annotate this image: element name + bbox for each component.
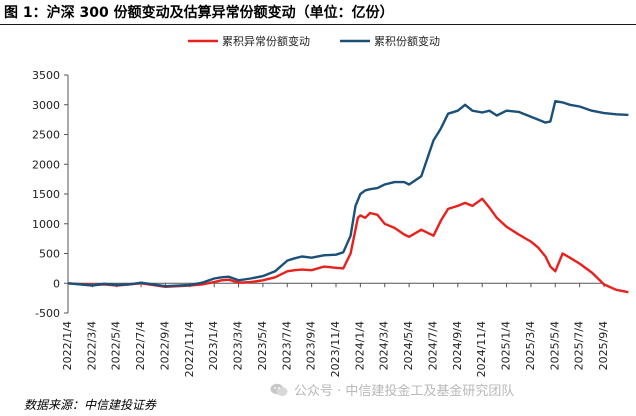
x-tick-label: 2023/7/4 <box>280 321 293 370</box>
chart-legend: 累积异常份额变动 累积份额变动 <box>188 34 440 48</box>
x-tick-label: 2024/1/4 <box>353 321 366 370</box>
x-tick-label: 2025/7/4 <box>573 321 586 370</box>
x-tick-label: 2025/3/4 <box>524 321 537 370</box>
legend-label-1: 累积异常份额变动 <box>222 34 310 48</box>
y-tick-label: -500 <box>35 307 60 320</box>
x-tick-label: 2022/11/4 <box>183 321 196 377</box>
y-tick-label: 2500 <box>32 129 60 142</box>
x-tick-label: 2023/1/4 <box>207 321 220 370</box>
watermark-text: 公众号 · 中信建投金工及基金研究团队 <box>294 384 515 399</box>
x-tick-label: 2025/5/4 <box>548 321 561 370</box>
series-line-1 <box>67 197 629 294</box>
wechat-icon <box>270 383 288 396</box>
x-tick-label: 2022/9/4 <box>158 321 171 370</box>
title-divider <box>0 24 636 25</box>
x-tick-label: 2022/7/4 <box>134 321 147 370</box>
x-tick-label: 2022/5/4 <box>110 321 123 370</box>
x-tick-label: 2022/1/4 <box>61 321 74 370</box>
watermark: 公众号 · 中信建投金工及基金研究团队 <box>270 380 514 399</box>
figure-title: 图 1：沪深 300 份额变动及估算异常份额变动（单位：亿份） <box>4 5 394 21</box>
legend-label-2: 累积份额变动 <box>374 34 440 48</box>
x-tick-label: 2023/11/4 <box>329 321 342 377</box>
plot-area <box>67 100 629 294</box>
y-tick-label: 0 <box>53 277 60 290</box>
line-chart: 累积异常份额变动 累积份额变动 -500 0 500 1000 1500 2000 2500 3… <box>32 34 629 377</box>
x-tick-label: 2024/5/4 <box>402 321 415 370</box>
y-tick-label: 1000 <box>32 218 60 231</box>
x-axis: 2022/1/4 2022/3/4 2022/5/4 2022/7/4 2022/9/4… <box>61 282 610 377</box>
x-tick-label: 2025/9/4 <box>597 321 610 370</box>
y-tick-label: 1500 <box>32 188 60 201</box>
x-tick-label: 2024/11/4 <box>475 321 488 377</box>
y-tick-label: 2000 <box>32 158 60 171</box>
x-tick-label: 2024/9/4 <box>451 321 464 370</box>
data-source: 数据来源：中信建投证券 <box>24 398 157 412</box>
x-tick-label: 2024/7/4 <box>426 321 439 370</box>
x-tick-label: 2024/3/4 <box>378 321 391 370</box>
x-tick-label: 2025/1/4 <box>500 321 513 370</box>
y-tick-label: 3500 <box>32 69 60 82</box>
x-tick-label: 2022/3/4 <box>85 321 98 370</box>
x-tick-label: 2023/9/4 <box>305 321 318 370</box>
y-axis: -500 0 500 1000 1500 2000 2500 3000 3500 <box>32 69 69 320</box>
y-tick-label: 500 <box>39 248 60 261</box>
x-tick-label: 2023/5/4 <box>256 321 269 370</box>
series-line-2 <box>67 100 629 288</box>
y-tick-label: 3000 <box>32 99 60 112</box>
x-tick-label: 2023/3/4 <box>232 321 245 370</box>
